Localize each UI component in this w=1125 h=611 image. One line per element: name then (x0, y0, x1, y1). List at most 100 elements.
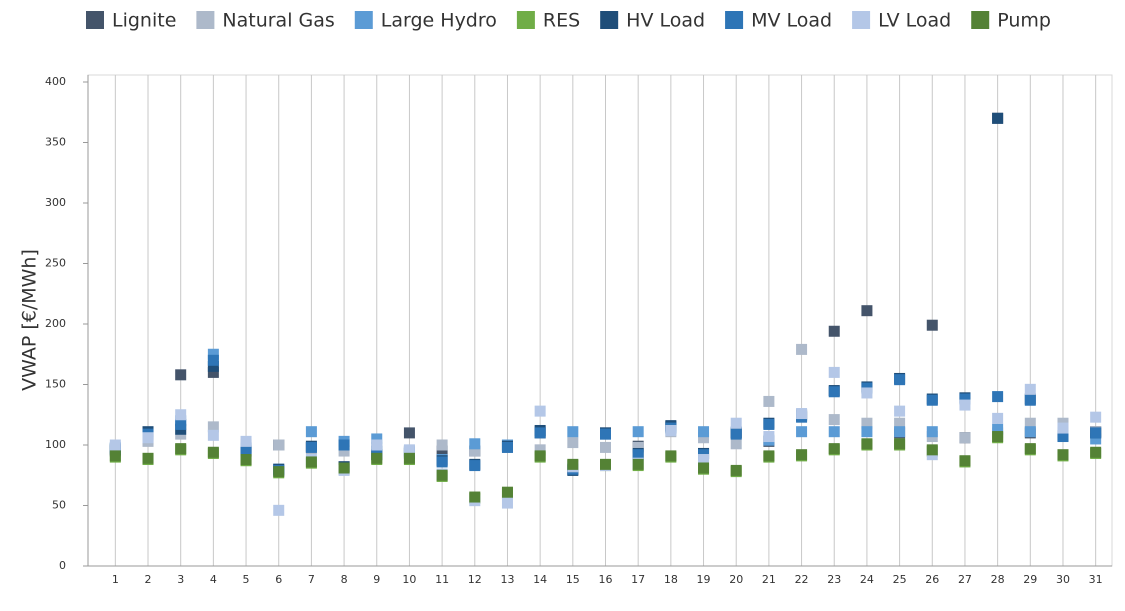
point (926, 319, 938, 331)
x-tick-label: 29 (1023, 573, 1037, 586)
y-tick-label: 400 (45, 75, 66, 88)
point (828, 443, 840, 455)
point (894, 417, 906, 429)
point (175, 418, 187, 430)
point (796, 343, 808, 355)
legend-label: LV Load (878, 10, 951, 32)
point (501, 486, 513, 498)
point (175, 409, 187, 421)
point (1057, 449, 1069, 461)
point (828, 426, 840, 438)
point (698, 454, 710, 466)
point (828, 414, 840, 426)
point (175, 369, 187, 381)
point (207, 348, 219, 360)
point (763, 450, 775, 462)
x-tick-label: 7 (308, 573, 315, 586)
point (698, 426, 710, 438)
point (992, 412, 1004, 424)
point (1057, 422, 1069, 434)
point (1024, 383, 1036, 395)
point (1090, 446, 1102, 458)
point (861, 438, 873, 450)
x-tick-label: 4 (210, 573, 217, 586)
point (501, 441, 513, 453)
point (1024, 417, 1036, 429)
x-tick-label: 30 (1056, 573, 1070, 586)
point (240, 435, 252, 447)
point (926, 394, 938, 406)
point (109, 450, 121, 462)
point (1090, 411, 1102, 423)
legend-label: Large Hydro (381, 10, 497, 32)
point (207, 360, 219, 372)
y-tick-label: 200 (45, 317, 66, 330)
point (305, 456, 317, 468)
point (730, 464, 742, 476)
y-tick-label: 0 (59, 559, 66, 572)
legend-swatch (516, 11, 535, 29)
point (534, 450, 546, 462)
x-tick-label: 10 (402, 573, 416, 586)
y-tick-label: 350 (45, 136, 66, 149)
point (403, 452, 415, 464)
y-tick-label: 50 (52, 499, 66, 512)
point (436, 456, 448, 468)
point (567, 437, 579, 449)
x-tick-label: 18 (664, 573, 678, 586)
point (273, 504, 285, 516)
point (371, 445, 383, 457)
point (992, 431, 1004, 443)
point (273, 466, 285, 478)
x-tick-label: 24 (860, 573, 874, 586)
point (240, 454, 252, 466)
point (1024, 394, 1036, 406)
x-tick-label: 5 (243, 573, 250, 586)
point (959, 399, 971, 411)
point (959, 393, 971, 405)
point (338, 439, 350, 451)
point (600, 441, 611, 453)
point (305, 441, 317, 453)
point (632, 426, 644, 438)
x-tick-label: 8 (341, 573, 348, 586)
point (698, 432, 710, 444)
point (436, 439, 448, 451)
point (534, 444, 546, 456)
x-tick-label: 11 (435, 573, 449, 586)
point (894, 426, 906, 438)
point (207, 429, 219, 441)
point (632, 449, 644, 461)
x-tick-label: 23 (827, 573, 841, 586)
x-tick-label: 3 (177, 573, 184, 586)
point (338, 462, 350, 474)
point (992, 423, 1004, 435)
point (600, 458, 611, 470)
point (861, 426, 873, 438)
legend-swatch (725, 11, 744, 29)
point (730, 438, 742, 450)
point (436, 469, 448, 481)
x-tick-label: 14 (533, 573, 547, 586)
point (371, 452, 383, 464)
x-tick-label: 6 (275, 573, 282, 586)
legend-label: Natural Gas (222, 10, 334, 32)
point (567, 458, 579, 470)
y-tick-label: 250 (45, 257, 66, 270)
point (665, 450, 677, 462)
point (1090, 433, 1102, 445)
point (273, 439, 285, 451)
point (142, 432, 154, 444)
point (469, 438, 481, 450)
x-tick-label: 9 (373, 573, 380, 586)
point (567, 426, 579, 438)
point (501, 497, 513, 509)
point (371, 433, 383, 445)
point (207, 421, 219, 433)
point (894, 374, 906, 386)
legend-swatch (852, 11, 871, 29)
point (730, 428, 742, 440)
point (436, 445, 448, 457)
point (992, 391, 1004, 403)
